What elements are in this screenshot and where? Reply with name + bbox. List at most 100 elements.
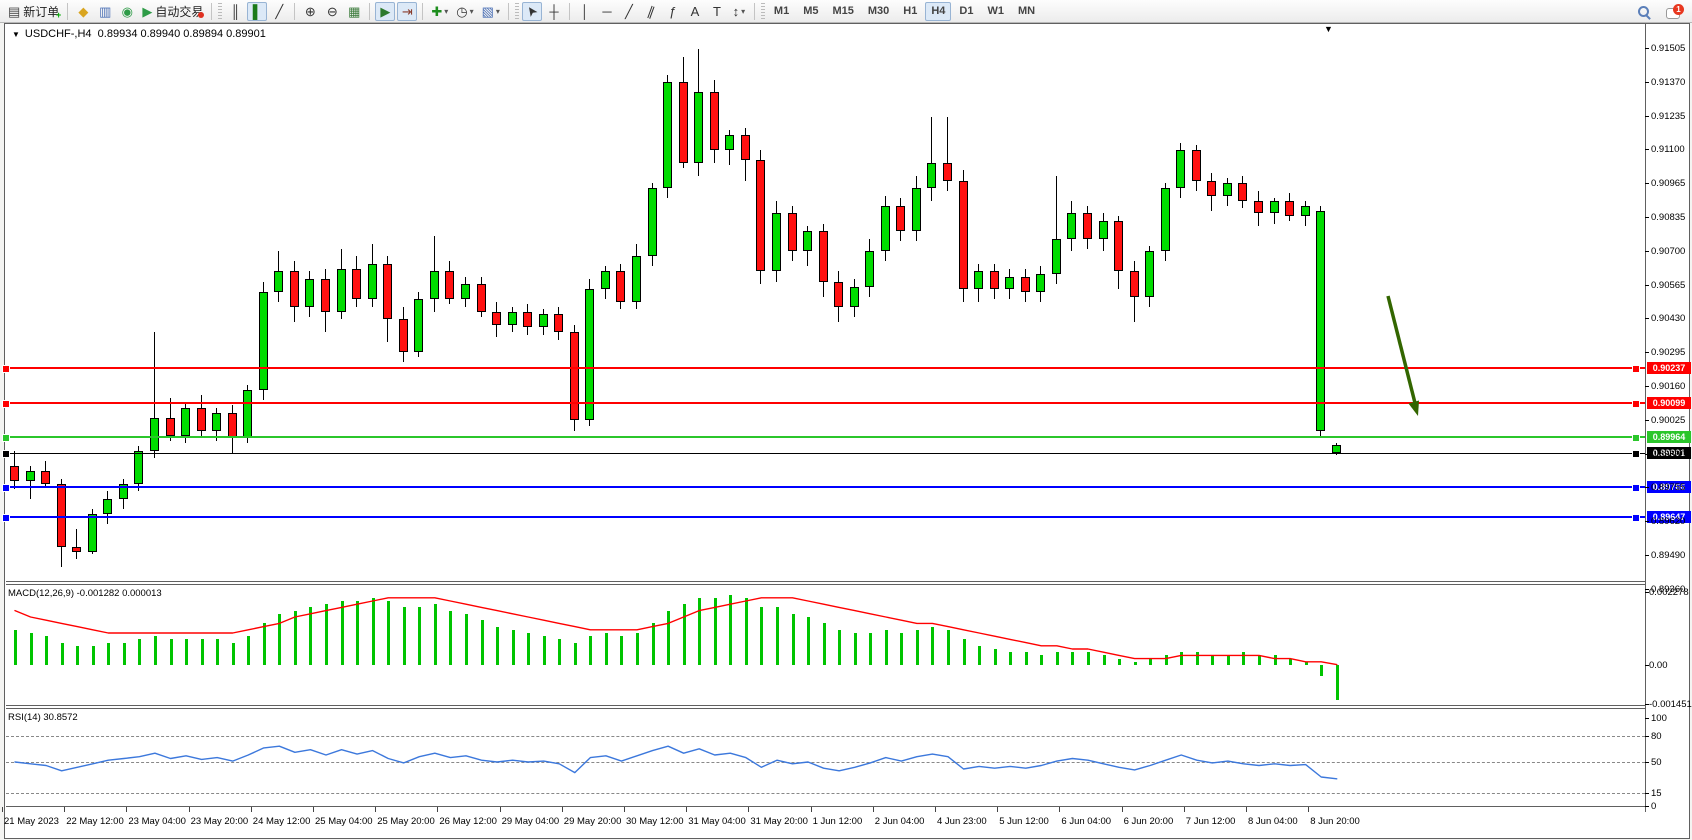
macd-histogram-bar [325,604,328,665]
line-anchor-marker[interactable] [2,484,10,492]
macd-histogram-bar [636,633,639,665]
line-anchor-marker[interactable] [1632,365,1640,373]
vertical-line-button[interactable]: │ [575,2,595,21]
macd-histogram-bar [604,633,608,665]
chat-icon[interactable]: 1 [1666,3,1684,20]
macd-histogram-bar [713,597,717,665]
time-axis-label: 21 May 2023 [4,816,59,827]
toolbar-group: ➤ ┼ [521,0,565,23]
cursor-button[interactable]: ➤ [521,1,542,21]
equidistant-channel-icon: ∥ [645,2,657,20]
zoom-in-button[interactable]: ⊕ [300,2,320,21]
horizontal-line-0.90237[interactable] [6,367,1645,369]
fibonacci-icon: ƒ [669,3,677,19]
line-anchor-marker[interactable] [2,514,10,522]
dropdown-arrow-icon[interactable]: ▾ [741,6,746,16]
text-label-icon: T [712,3,721,19]
search-icon[interactable] [1636,4,1652,20]
crosshair-button[interactable]: ┼ [544,2,564,21]
timeframe-m15-button[interactable]: M15 [832,5,854,17]
ohlc-values: 0.89934 0.89940 0.89894 0.89901 [97,28,266,40]
timeframe-m30-button[interactable]: M30 [867,5,890,17]
candle [258,291,268,391]
text-label-button[interactable]: T [707,2,727,21]
data-window-button[interactable]: ▥ [95,2,115,21]
fibonacci-button[interactable]: ƒ [663,2,683,21]
line-chart-button[interactable]: ╱ [269,2,289,21]
candle [212,412,222,431]
rsi-axis-tick [1645,762,1649,763]
toolbar-separator [369,2,371,20]
signals-button[interactable]: ◉ [117,2,137,21]
macd-axis-label: 0.002278 [1649,587,1689,599]
candle [274,271,284,292]
timeframe-m1-button[interactable]: M1 [773,5,790,17]
dropdown-arrow-icon[interactable]: ▾ [444,6,449,16]
tile-windows-button[interactable]: ▦ [344,2,364,21]
macd-histogram-bar [573,642,577,665]
candlestick-chart-button[interactable]: ▌ [247,1,268,21]
templates-button[interactable]: ▧ ▾ [479,2,503,21]
horizontal-line-icon: ─ [602,3,612,19]
candle [352,268,362,300]
panel-border [6,581,1645,582]
candle [974,271,984,290]
horizontal-line-button[interactable]: ─ [597,2,617,21]
dropdown-arrow-icon[interactable]: ▾ [495,6,500,16]
new-order-button[interactable]: ▤ + 新订单 [5,2,62,21]
macd-histogram-bar [1211,655,1215,665]
price-axis-label: 0.91100 [1651,144,1685,156]
equidistant-channel-button[interactable]: ∥ [641,2,661,21]
line-anchor-marker[interactable] [1632,434,1640,442]
chevron-down-icon[interactable]: ▼ [12,30,20,39]
candle [1222,183,1232,196]
line-anchor-marker[interactable] [2,365,10,373]
trendline-button[interactable]: ╱ [619,2,639,21]
bar-chart-button[interactable]: ║ [225,2,245,21]
candle [1051,238,1061,274]
candle [196,407,206,431]
candle [880,205,890,252]
price-axis-label: 0.90295 [1651,347,1686,359]
line-anchor-marker[interactable] [2,450,10,458]
time-axis-label: 29 May 04:00 [501,816,560,827]
arrows-button[interactable]: ↕ ▾ [729,2,749,21]
text-button[interactable]: A [685,2,705,21]
price-axis-label: 0.90965 [1651,178,1686,190]
chart-shift-marker-icon[interactable]: ▼ [1324,24,1333,34]
auto-scroll-button[interactable]: ▶ [375,1,396,21]
price-axis-tick [1645,419,1649,421]
horizontal-line-0.89647[interactable] [6,516,1645,518]
candle [1036,274,1046,292]
periods-icon: ◷ [456,3,468,19]
macd-histogram-bar [449,610,453,665]
line-anchor-marker[interactable] [1632,514,1640,522]
candle [943,162,952,181]
timeframe-h4-button[interactable]: H4 [925,1,952,21]
line-anchor-marker[interactable] [1632,450,1640,458]
zoom-out-button[interactable]: ⊖ [322,2,342,21]
horizontal-line-0.89901[interactable] [6,452,1645,454]
line-anchor-marker[interactable] [2,434,10,442]
timeframe-m5-button[interactable]: M5 [803,5,819,17]
horizontal-line-0.89964[interactable] [6,436,1645,438]
auto-trading-button[interactable]: ▶ 自动交易 [139,2,206,21]
timeframe-h1-button[interactable]: H1 [903,5,918,17]
time-axis-tick [64,807,66,812]
time-axis-tick [872,807,874,812]
toolbar-separator [422,2,424,20]
horizontal-line-0.89766[interactable] [6,486,1645,488]
line-anchor-marker[interactable] [1632,484,1640,492]
line-anchor-marker[interactable] [2,400,10,408]
market-watch-button[interactable]: ◆ [73,2,93,21]
periods-button[interactable]: ◷ ▾ [453,2,476,21]
indicators-button[interactable]: ✚ ▾ [428,2,451,21]
dropdown-arrow-icon[interactable]: ▾ [469,6,474,16]
toolbar-group: │ ─ ╱ ∥ ƒ A T ↕ ▾ [574,0,750,23]
timeframe-d1-button[interactable]: D1 [959,5,974,17]
line-anchor-marker[interactable] [1632,400,1640,408]
timeframe-mn-button[interactable]: MN [1017,5,1036,17]
chart-shift-button[interactable]: ⇥ [397,1,418,21]
horizontal-line-0.90099[interactable] [6,402,1645,404]
timeframe-w1-button[interactable]: W1 [987,5,1004,17]
